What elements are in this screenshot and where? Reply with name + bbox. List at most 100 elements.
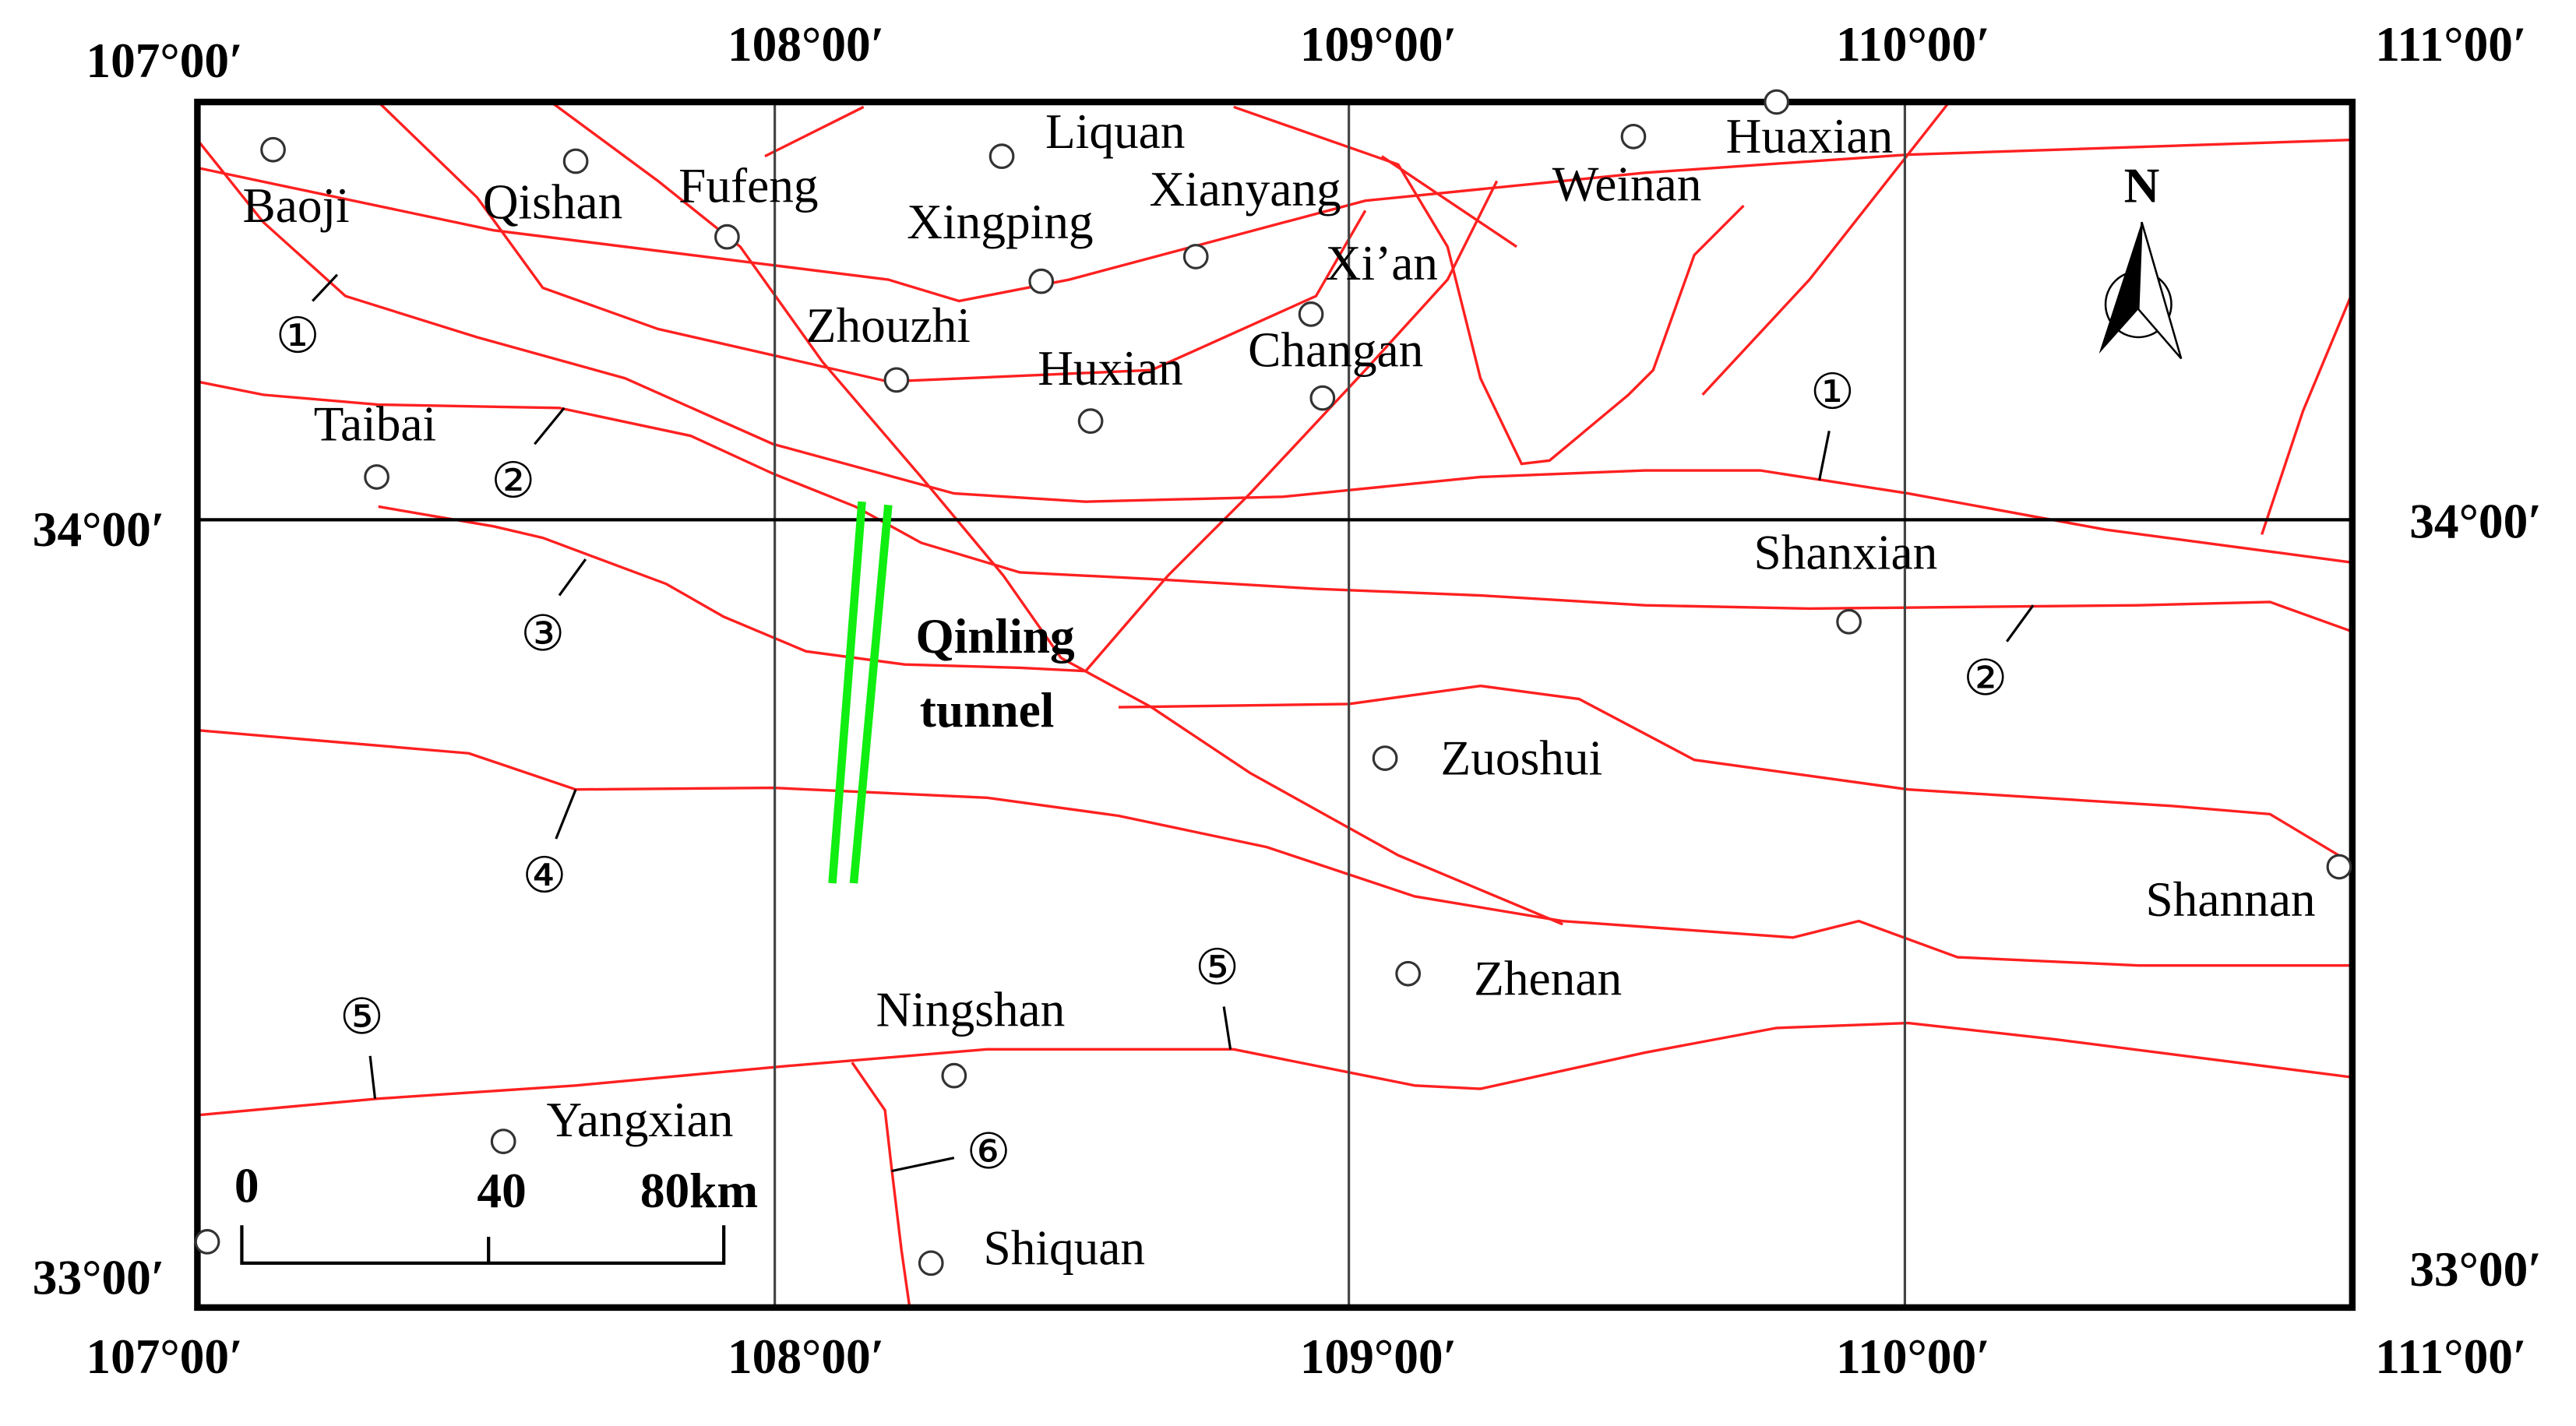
town-marker xyxy=(714,224,740,250)
town-marker xyxy=(918,1250,944,1276)
town-marker xyxy=(260,136,286,163)
fault-labels: ① ② ③ ④ ⑤ ⑤ ⑥ ① ② xyxy=(276,273,2035,1180)
town-label: Baoji xyxy=(242,178,349,233)
longitude-label: 108°00′ xyxy=(728,1329,885,1384)
town-label: Zhouzhi xyxy=(806,298,971,353)
scale-label: 80km xyxy=(640,1164,758,1218)
fault-line xyxy=(764,105,865,158)
town-marker xyxy=(941,1062,967,1089)
fault-leader xyxy=(558,558,587,597)
longitude-label: 110°00′ xyxy=(1836,1329,1990,1384)
scale-label: 40 xyxy=(477,1164,526,1218)
fault-label: ③ xyxy=(520,604,565,662)
longitude-label: 111°00′ xyxy=(2375,17,2527,72)
town-marker xyxy=(490,1128,516,1154)
town-label: Liquan xyxy=(1045,104,1185,159)
fault-leader xyxy=(1222,1006,1232,1050)
scale-label: 0 xyxy=(234,1158,259,1213)
towns: Baoji Qishan Fufeng Liquan Xingping Xianyang X… xyxy=(242,89,2352,1276)
fault-line xyxy=(851,1062,911,1308)
north-arrow: N xyxy=(2099,159,2183,360)
town-label: Xianyang xyxy=(1149,162,1341,217)
fault-line xyxy=(197,728,2352,967)
fault-label: ② xyxy=(491,451,535,509)
town-label: Changan xyxy=(1248,323,1423,378)
latitude-label: 34°00′ xyxy=(2409,494,2542,548)
fault-leader xyxy=(534,407,566,445)
arrow-dark xyxy=(2099,222,2142,354)
longitude-label: 110°00′ xyxy=(1836,17,1990,72)
longitude-label: 109°00′ xyxy=(1300,1329,1457,1384)
fault-line xyxy=(197,380,2353,633)
fault-leader xyxy=(2006,604,2035,643)
fault-line xyxy=(1084,180,1499,672)
town-label: Zuoshui xyxy=(1441,731,1603,785)
latitude-label: 34°00′ xyxy=(33,502,165,557)
town-label: Yangxian xyxy=(547,1093,734,1147)
longitude-label: 109°00′ xyxy=(1300,17,1457,72)
town-marker xyxy=(1620,123,1647,150)
longitude-label: 107°00′ xyxy=(86,1329,243,1384)
fault-line xyxy=(1233,105,1745,466)
town-label: Zhenan xyxy=(1474,951,1622,1005)
fault-line xyxy=(1380,155,1517,248)
fault-leader xyxy=(1818,431,1831,481)
fault-line xyxy=(197,138,2352,303)
town-label: Huxian xyxy=(1038,341,1182,396)
longitude-label: 111°00′ xyxy=(2375,1329,2527,1384)
fault-label: ⑥ xyxy=(967,1122,1011,1180)
scale-line xyxy=(240,1225,726,1265)
town-marker xyxy=(1395,960,1422,987)
latitude-label: 33°00′ xyxy=(2409,1242,2542,1297)
town-marker xyxy=(1309,385,1336,411)
fault-label: ① xyxy=(1810,362,1855,420)
longitude-label: 107°00′ xyxy=(86,33,243,88)
fault-label: ⑤ xyxy=(340,988,384,1045)
town-marker xyxy=(2326,854,2352,880)
town-label: Shannan xyxy=(2145,872,2315,927)
town-marker xyxy=(1182,244,1209,269)
longitude-label: 108°00′ xyxy=(728,17,885,72)
fault-leader xyxy=(555,789,577,840)
town-marker xyxy=(1077,408,1104,435)
town-label: Taibai xyxy=(314,397,436,452)
tunnel: Qinling tunnel xyxy=(828,501,1076,884)
town-label: Shiquan xyxy=(983,1221,1145,1276)
coordinate-labels: 107°00′ 108°00′ 109°00′ 110°00′ 111°00′ 107°0… xyxy=(33,17,2542,1384)
fault-label: ④ xyxy=(523,846,567,903)
town-marker xyxy=(1764,89,1790,115)
town-marker xyxy=(364,464,389,490)
town-label: Fufeng xyxy=(678,159,818,213)
town-marker xyxy=(1028,268,1055,294)
town-marker xyxy=(562,148,589,174)
town-label: Weinan xyxy=(1552,157,1702,211)
fault-label: ① xyxy=(276,307,320,364)
town-marker xyxy=(1836,608,1862,635)
fault-line xyxy=(378,505,1086,673)
fault-line xyxy=(1118,684,2353,865)
fault-line xyxy=(2261,292,2354,535)
fault-label: ⑤ xyxy=(1195,938,1239,996)
fault-label: ② xyxy=(1963,649,2007,706)
town-label: Qishan xyxy=(483,175,622,230)
fault-leader xyxy=(891,1157,955,1173)
town-marker xyxy=(883,367,910,393)
graticule xyxy=(194,98,2356,1312)
arrow-light xyxy=(2137,221,2183,360)
scale-bar: 0 40 80km xyxy=(234,1158,758,1265)
fault-leader xyxy=(312,273,339,302)
tunnel-label: Qinling xyxy=(916,609,1076,664)
fault-line xyxy=(550,100,1563,926)
town-label: Ningshan xyxy=(876,983,1066,1037)
map-frame xyxy=(194,98,2356,1312)
town-marker xyxy=(194,1229,220,1255)
town-label: Xi’an xyxy=(1326,236,1438,290)
latitude-label: 33°00′ xyxy=(33,1251,165,1305)
fault-line xyxy=(377,100,1367,383)
tunnel-line xyxy=(849,504,893,884)
town-label: Shanxian xyxy=(1754,525,1938,579)
fault-leader xyxy=(368,1055,377,1099)
tunnel-line xyxy=(828,501,866,884)
town-marker xyxy=(1298,301,1324,327)
